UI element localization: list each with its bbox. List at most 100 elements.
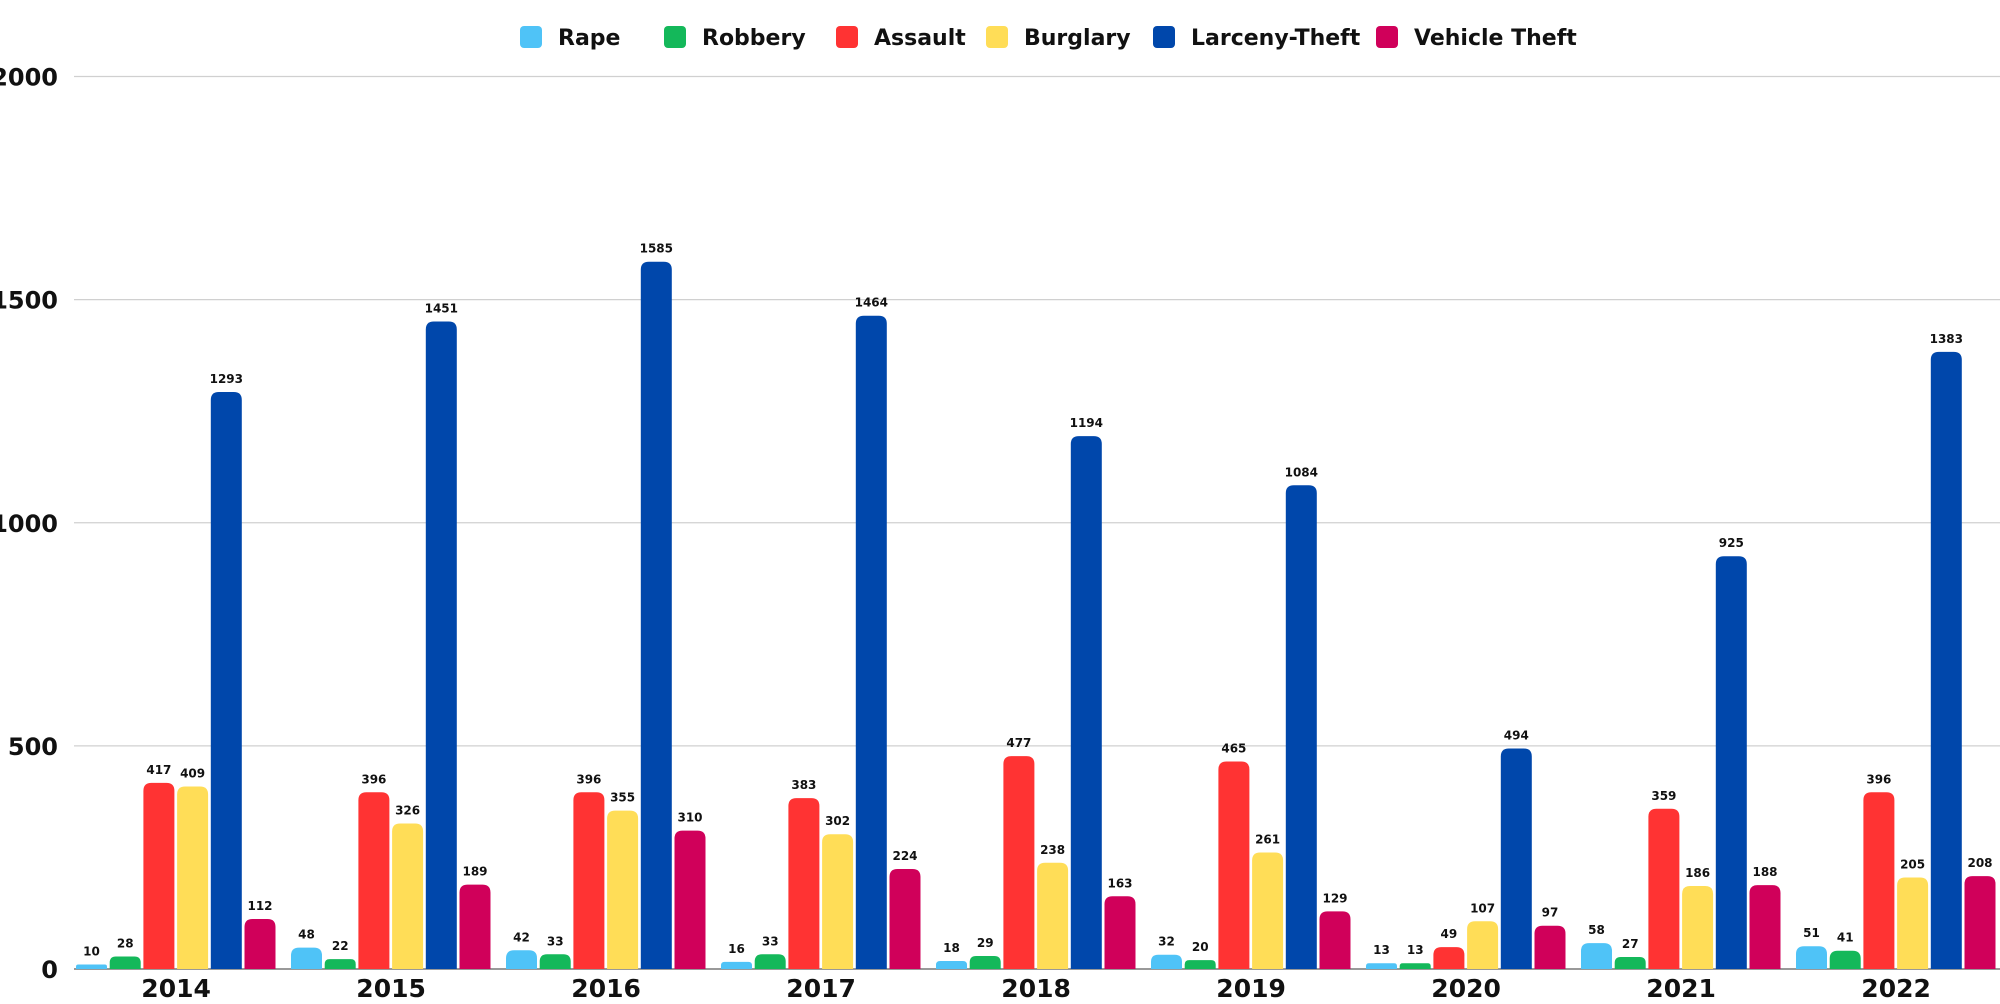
legend-label: Assault [874,26,966,51]
bar-rape-2015 [291,947,322,969]
bar-assault-2018 [1003,756,1035,969]
legend-label: Vehicle Theft [1414,26,1577,51]
bar-vehicle-theft-2017 [889,869,921,969]
bar-larceny-theft-2022 [1930,351,1962,969]
data-label: 186 [1685,866,1710,880]
bar-vehicle-theft-2019 [1319,911,1351,969]
bar-assault-2022 [1863,792,1895,969]
bar-assault-2019 [1218,761,1250,969]
bar-burglary-2021 [1682,885,1714,969]
data-label: 41 [1837,931,1854,945]
bar-larceny-theft-2018 [1070,436,1102,969]
data-label: 33 [547,934,564,948]
data-label: 163 [1107,876,1132,890]
bar-vehicle-theft-2018 [1104,896,1136,969]
data-label: 1383 [1930,332,1963,346]
data-label: 383 [791,778,816,792]
data-label: 42 [513,930,530,944]
y-tick-label: 1000 [0,510,58,538]
data-label: 1451 [425,301,458,315]
bar-burglary-2016 [607,810,639,969]
legend-swatch [986,26,1008,48]
data-label: 224 [892,849,917,863]
data-label: 355 [610,791,635,805]
bar-larceny-theft-2016 [640,261,672,970]
x-tick-label: 2019 [1216,974,1286,1000]
bar-burglary-2014 [177,786,209,969]
bar-burglary-2015 [392,823,424,969]
y-tick-label: 2000 [0,64,58,92]
bar-robbery-2021 [1614,956,1646,969]
legend-swatch [836,26,858,48]
bar-robbery-2017 [754,954,786,969]
data-label: 18 [943,941,960,955]
bar-assault-2021 [1648,808,1680,969]
data-label: 97 [1542,906,1559,920]
bar-robbery-2015 [324,959,356,969]
bar-rape-2020 [1366,963,1397,969]
bar-rape-2019 [1151,954,1182,969]
bar-robbery-2022 [1829,950,1861,969]
data-label: 1293 [210,372,243,386]
y-tick-label: 1500 [0,287,58,315]
bar-robbery-2016 [539,954,571,969]
data-label: 409 [180,766,205,780]
data-label: 27 [1622,937,1639,951]
legend-label: Larceny-Theft [1191,26,1361,51]
x-tick-label: 2014 [141,974,211,1000]
data-label: 494 [1504,729,1529,743]
legend-swatch [520,26,542,48]
data-label: 310 [677,811,702,825]
legend-label: Rape [558,26,620,51]
data-label: 13 [1373,943,1390,957]
y-tick-label: 500 [8,733,58,761]
data-label: 48 [298,928,315,942]
data-label: 129 [1322,891,1347,905]
data-label: 10 [83,945,100,959]
bar-robbery-2019 [1184,960,1216,969]
data-label: 465 [1221,741,1246,755]
y-tick-label: 0 [41,956,58,984]
data-label: 20 [1192,940,1209,954]
bar-larceny-theft-2021 [1715,556,1747,969]
data-label: 396 [1866,772,1891,786]
x-tick-label: 2016 [571,974,641,1000]
data-label: 29 [977,936,994,950]
bar-larceny-theft-2019 [1285,485,1317,969]
bar-vehicle-theft-2020 [1534,925,1566,969]
bar-larceny-theft-2017 [855,315,887,969]
bar-burglary-2017 [822,834,854,969]
data-label: 1194 [1070,416,1103,430]
bar-rape-2016 [506,950,537,969]
legend-swatch [1153,26,1175,48]
bar-burglary-2020 [1467,921,1499,969]
x-tick-label: 2018 [1001,974,1071,1000]
bar-vehicle-theft-2014 [244,919,276,969]
data-label: 359 [1651,789,1676,803]
x-tick-label: 2021 [1646,974,1716,1000]
data-label: 205 [1900,858,1925,872]
x-tick-label: 2017 [786,974,856,1000]
data-label: 1084 [1285,465,1318,479]
data-label: 28 [117,937,134,951]
bar-larceny-theft-2015 [425,321,457,970]
data-label: 33 [762,934,779,948]
bar-burglary-2018 [1037,862,1069,969]
data-label: 22 [332,939,349,953]
data-label: 1464 [855,296,888,310]
legend-label: Burglary [1024,26,1131,51]
legend-label: Robbery [702,26,806,51]
legend-swatch [664,26,686,48]
bar-vehicle-theft-2021 [1749,885,1781,969]
bar-vehicle-theft-2015 [459,884,491,969]
data-label: 261 [1255,833,1280,847]
data-label: 302 [825,814,850,828]
bar-rape-2014 [76,964,107,969]
bar-rape-2021 [1581,943,1612,969]
bar-robbery-2018 [969,956,1001,969]
bar-assault-2020 [1433,947,1465,969]
data-label: 49 [1441,927,1458,941]
x-tick-label: 2015 [356,974,426,1000]
data-label: 477 [1006,736,1031,750]
